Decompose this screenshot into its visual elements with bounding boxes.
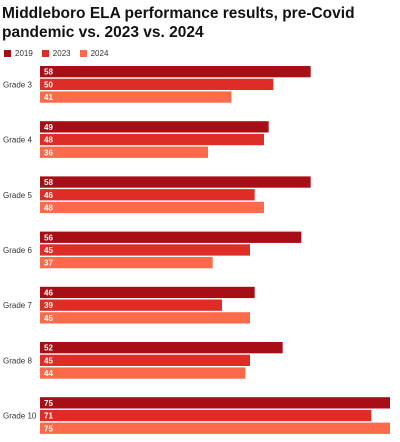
bar-2023 (40, 133, 264, 146)
bar-2019 (40, 66, 311, 78)
bar-2019 (40, 231, 302, 243)
bar-value-label: 48 (44, 203, 53, 212)
bar-value-label: 46 (44, 191, 53, 200)
bar-2023 (40, 189, 255, 201)
category-label: Grade 4 (3, 136, 32, 145)
bar-2023 (40, 354, 250, 366)
legend-swatch (79, 49, 87, 57)
bar-value-label: 58 (44, 68, 53, 77)
bar-value-label: 41 (44, 93, 53, 102)
chart-title: Middleboro ELA performance results, pre-… (2, 5, 355, 41)
bar-2019 (40, 397, 390, 409)
legend-swatch (41, 49, 49, 57)
bar-value-label: 50 (44, 80, 53, 89)
legend-item-2023: 2023 (41, 48, 71, 58)
category-label: Grade 8 (3, 356, 32, 365)
bar-value-label: 75 (44, 424, 53, 433)
bar-value-label: 46 (44, 288, 53, 297)
bar-value-label: 45 (44, 246, 53, 255)
bar-2024 (40, 312, 250, 324)
bar-value-label: 45 (44, 356, 53, 365)
bar-value-label: 49 (44, 123, 53, 132)
legend-label: 2023 (52, 48, 71, 58)
bar-2023 (40, 409, 372, 422)
bar-2023 (40, 244, 250, 256)
bar-value-label: 56 (44, 233, 53, 242)
bar-2019 (40, 121, 269, 133)
bar-2024 (40, 422, 390, 434)
bar-value-label: 36 (44, 148, 53, 157)
bar-value-label: 71 (44, 412, 53, 421)
bar-value-label: 75 (44, 399, 53, 408)
bar-value-label: 39 (44, 301, 53, 310)
bar-2024 (40, 91, 232, 103)
legend-label: 2024 (90, 48, 109, 58)
category-label: Grade 5 (3, 191, 32, 200)
category-label: Grade 10 (3, 412, 37, 421)
legend-item-2024: 2024 (79, 48, 109, 58)
category-label: Grade 6 (3, 246, 32, 255)
bar-value-label: 45 (44, 314, 53, 323)
bar-2024 (40, 257, 213, 269)
legend-swatch (4, 49, 11, 57)
bar-2024 (40, 367, 246, 379)
bar-value-label: 37 (44, 259, 53, 268)
bar-2023 (40, 78, 274, 90)
bar-2019 (40, 342, 283, 354)
bar-2019 (40, 286, 255, 299)
legend: 2019 2023 2024 (4, 47, 117, 59)
category-label: Grade 7 (3, 301, 32, 310)
bar-value-label: 44 (44, 369, 53, 378)
legend-item-2019: 2019 (4, 49, 33, 58)
legend-label: 2019 (15, 48, 33, 58)
category-label: Grade 3 (3, 80, 32, 89)
bar-value-label: 58 (44, 178, 53, 187)
bar-2019 (40, 176, 311, 188)
bar-value-label: 52 (44, 344, 53, 353)
bar-2023 (40, 299, 222, 311)
bar-2024 (40, 201, 264, 214)
bar-value-label: 48 (44, 136, 53, 145)
bar-2024 (40, 146, 208, 158)
